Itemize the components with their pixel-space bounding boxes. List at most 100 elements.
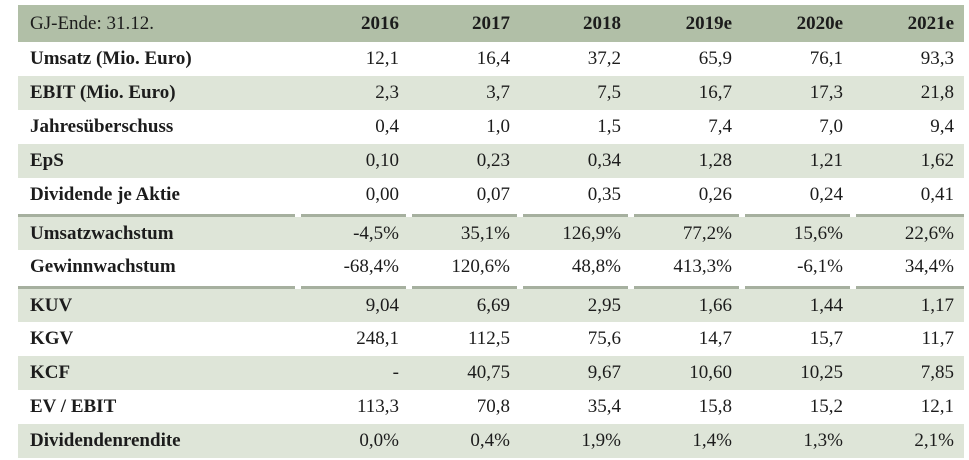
value-cell: 10,25 (742, 356, 853, 390)
table-row: KUV 9,04 6,69 2,95 1,66 1,44 1,17 (18, 284, 964, 322)
value-cell: 413,3% (673, 256, 732, 277)
table-body: Umsatz (Mio. Euro) 12,1 16,4 37,2 65,9 76,1 93… (18, 42, 964, 458)
value-cell: 0,10 (298, 144, 409, 178)
value-cell: 12,1 (365, 48, 399, 69)
value-cell: 16,7 (631, 76, 742, 110)
table-row: EBIT (Mio. Euro) 2,3 3,7 7,5 16,7 17,3 21,8 (18, 76, 964, 110)
value-cell: 48,8% (571, 256, 621, 277)
value-cell: 70,8 (476, 396, 510, 417)
row-label-cell: Umsatzwachstum (18, 212, 298, 250)
value-cell: 14,7 (698, 328, 732, 349)
value-cell: 120,6% (451, 256, 510, 277)
value-cell: 11,7 (921, 328, 954, 349)
value-cell: 0,07 (476, 184, 510, 205)
financial-estimates-table: GJ-Ende: 31.12. 2016 2017 2018 2019e 2020e 202… (18, 5, 964, 458)
value-cell: 1,44 (742, 284, 853, 322)
table-row: Dividende je Aktie 0,00 0,07 0,35 0,26 0,24 0,… (18, 178, 964, 212)
value-cell: 37,2 (587, 48, 621, 69)
value-cell: 1,21 (742, 144, 853, 178)
value-cell: 3,7 (409, 76, 520, 110)
value-cell: 1,66 (631, 284, 742, 322)
row-label-cell: KGV (30, 328, 74, 349)
value-cell: 0,23 (409, 144, 520, 178)
value-cell: 7,85 (853, 356, 964, 390)
value-cell: 2,95 (520, 284, 631, 322)
value-cell: 113,3 (356, 396, 399, 417)
value-cell: 1,0 (486, 116, 510, 137)
table-head: GJ-Ende: 31.12. 2016 2017 2018 2019e 2020e 202… (18, 5, 964, 42)
value-cell: 0,34 (520, 144, 631, 178)
value-cell: 17,3 (742, 76, 853, 110)
table-row: Gewinnwachstum -68,4% 120,6% 48,8% 413,3% -6,… (18, 250, 964, 284)
value-cell: 248,1 (356, 328, 399, 349)
value-cell: 65,9 (698, 48, 732, 69)
value-cell: 7,4 (708, 116, 732, 137)
value-cell: 21,8 (853, 76, 964, 110)
value-cell: 0,35 (587, 184, 621, 205)
table-row: KGV 248,1 112,5 75,6 14,7 15,7 11,7 (18, 322, 964, 356)
value-cell: 77,2% (631, 212, 742, 250)
value-cell: -4,5% (298, 212, 409, 250)
value-cell: 1,9% (520, 424, 631, 458)
value-cell: 0,0% (298, 424, 409, 458)
value-cell: -6,1% (797, 256, 843, 277)
value-cell: 0,26 (698, 184, 732, 205)
value-cell: -68,4% (343, 256, 399, 277)
table-row: Dividendenrendite 0,0% 0,4% 1,9% 1,4% 1,3% 2,1… (18, 424, 964, 458)
header-year-2018: 2018 (520, 5, 631, 42)
value-cell: 0,4 (375, 116, 399, 137)
value-cell: 12,1 (920, 396, 954, 417)
value-cell: 1,17 (853, 284, 964, 322)
value-cell: 35,1% (409, 212, 520, 250)
row-label-cell: Umsatz (Mio. Euro) (30, 48, 192, 69)
value-cell: 9,4 (930, 116, 954, 137)
table-header-row: GJ-Ende: 31.12. 2016 2017 2018 2019e 2020e 202… (18, 5, 964, 42)
header-year-2016: 2016 (298, 5, 409, 42)
value-cell: 1,62 (853, 144, 964, 178)
value-cell: 35,4 (587, 396, 621, 417)
value-cell: 112,5 (467, 328, 510, 349)
value-cell: 0,24 (809, 184, 843, 205)
row-label-cell: KUV (18, 284, 298, 322)
value-cell: 2,1% (853, 424, 964, 458)
value-cell: 93,3 (920, 48, 954, 69)
value-cell: 0,41 (920, 184, 954, 205)
header-year-2019e: 2019e (631, 5, 742, 42)
value-cell: 6,69 (409, 284, 520, 322)
value-cell: 15,2 (809, 396, 843, 417)
value-cell: 9,04 (298, 284, 409, 322)
row-label-cell: KCF (18, 356, 298, 390)
value-cell: 1,28 (631, 144, 742, 178)
table-row: Jahresüberschuss 0,4 1,0 1,5 7,4 7,0 9,4 (18, 110, 964, 144)
value-cell: 75,6 (587, 328, 621, 349)
value-cell: - (298, 356, 409, 390)
value-cell: 40,75 (409, 356, 520, 390)
row-label-cell: EpS (18, 144, 298, 178)
value-cell: 1,4% (631, 424, 742, 458)
header-year-2017: 2017 (409, 5, 520, 42)
table-row: Umsatz (Mio. Euro) 12,1 16,4 37,2 65,9 76,1 93… (18, 42, 964, 76)
value-cell: 15,7 (809, 328, 843, 349)
row-label-cell: EBIT (Mio. Euro) (18, 76, 298, 110)
table-row: EV / EBIT 113,3 70,8 35,4 15,8 15,2 12,1 (18, 390, 964, 424)
value-cell: 126,9% (520, 212, 631, 250)
value-cell: 7,5 (520, 76, 631, 110)
row-label-cell: Dividendenrendite (18, 424, 298, 458)
value-cell: 9,67 (520, 356, 631, 390)
value-cell: 16,4 (476, 48, 510, 69)
value-cell: 34,4% (904, 256, 954, 277)
header-year-2020e: 2020e (742, 5, 853, 42)
table-row: EpS 0,10 0,23 0,34 1,28 1,21 1,62 (18, 144, 964, 178)
row-label-cell: Dividende je Aktie (30, 184, 180, 205)
value-cell: 76,1 (809, 48, 843, 69)
value-cell: 1,3% (742, 424, 853, 458)
value-cell: 15,8 (698, 396, 732, 417)
value-cell: 0,00 (365, 184, 399, 205)
header-fiscal-year-end-label: GJ-Ende: 31.12. (18, 5, 298, 42)
row-label-cell: EV / EBIT (30, 396, 117, 417)
value-cell: 22,6% (853, 212, 964, 250)
table-row: Umsatzwachstum -4,5% 35,1% 126,9% 77,2% 15,6%… (18, 212, 964, 250)
row-label-cell: Jahresüberschuss (30, 116, 174, 137)
table-row: KCF -40,75 9,67 10,60 10,25 7,85 (18, 356, 964, 390)
